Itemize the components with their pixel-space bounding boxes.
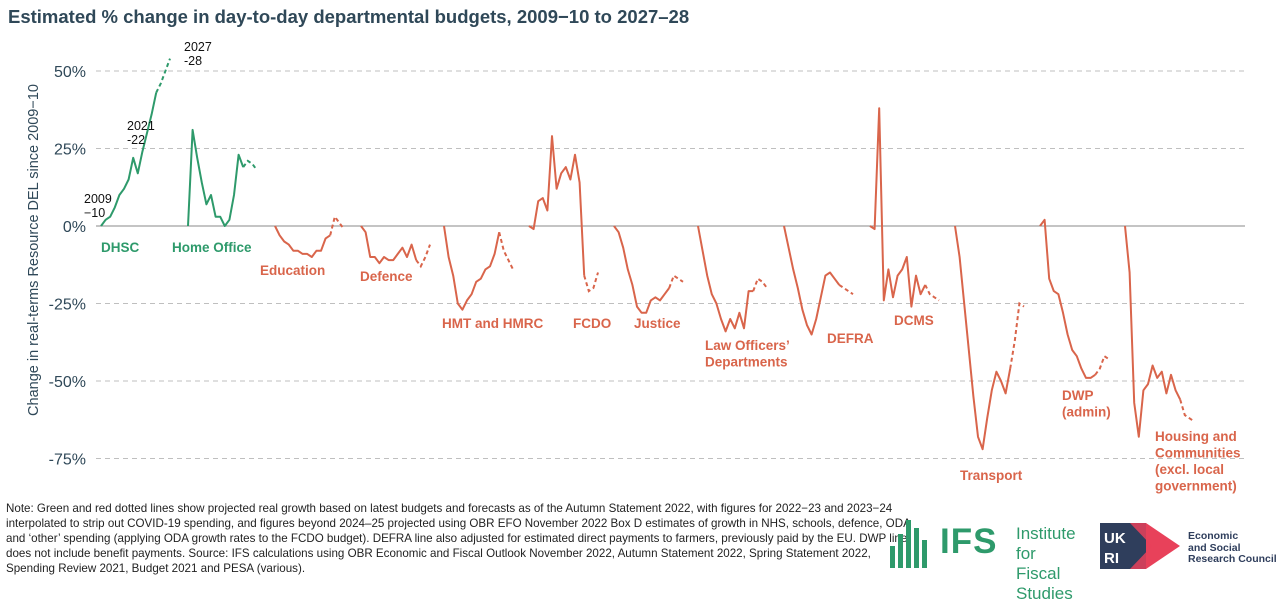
svg-text:RI: RI [1104, 550, 1119, 567]
year-annotation: -28 [184, 54, 202, 68]
series-line-projected [583, 272, 599, 293]
gridlines [96, 70, 1245, 459]
series-label: (excl. local [1155, 462, 1224, 477]
series-line-solid [1039, 218, 1096, 379]
series-line-solid [443, 225, 501, 311]
series-line-projected [242, 159, 258, 171]
year-annotation: -22 [127, 133, 145, 147]
y-tick-label: -75% [49, 452, 86, 469]
series-line-solid [360, 225, 418, 265]
series-line-projected [155, 58, 171, 94]
series-line-solid [100, 92, 158, 227]
series-labels: DHSC Home Office Education Defence HMT and H… [101, 240, 1241, 494]
series-line-solid [869, 107, 927, 308]
series-label: Justice [634, 316, 681, 331]
chart-title: Estimated % change in day-to-day departm… [8, 6, 690, 27]
series-label: Law Officers’ [705, 338, 790, 353]
series-label: DHSC [101, 240, 140, 255]
series-line-projected [752, 277, 768, 292]
series-lines [100, 58, 1195, 451]
series-label: Housing and [1155, 429, 1237, 444]
ifs-logo: IFS Institute for Fiscal Studies [890, 512, 1090, 603]
series-label: Departments [705, 355, 788, 370]
series-line-projected [329, 214, 345, 236]
ifs-logo-mark: IFS [940, 522, 998, 561]
series-line-solid [954, 225, 1012, 451]
ifs-bars-icon [890, 512, 934, 568]
series-line-solid [187, 128, 245, 227]
year-annotation: 2027 [184, 40, 212, 54]
series-label: DEFRA [827, 331, 874, 346]
series-label: (admin) [1062, 405, 1111, 420]
ifs-name-line2: Fiscal Studies [1016, 564, 1073, 603]
series-label: Defence [360, 269, 413, 284]
y-tick-label: 50% [54, 64, 86, 81]
esrc-line1: Economic [1188, 530, 1239, 542]
series-line-projected [1009, 301, 1025, 369]
series-label: HMT and HMRC [442, 316, 543, 331]
y-tick-label: 0% [63, 219, 86, 236]
series-label: DWP [1062, 388, 1094, 403]
series-label: Home Office [172, 240, 252, 255]
series-line-solid [528, 135, 586, 276]
ukri-esrc-logo: UK RI Economic and Social Research Counc… [1100, 523, 1286, 573]
series-label: Communities [1155, 446, 1241, 461]
series-line-projected [1094, 354, 1110, 376]
esrc-line2: and Social [1188, 541, 1241, 554]
ifs-logo-name: Institute for Fiscal Studies [1016, 524, 1090, 604]
y-tick-label: -50% [49, 374, 86, 391]
year-annotations: 2009−10 2021-22 2027-28 [84, 40, 212, 220]
series-label: government) [1155, 479, 1237, 494]
series-line-solid [697, 225, 754, 333]
series-label: Transport [960, 468, 1023, 483]
series-line-projected [498, 231, 514, 270]
series-label: FCDO [573, 316, 611, 331]
year-annotation: −10 [84, 206, 105, 220]
footnote: Note: Green and red dotted lines show pr… [6, 502, 911, 575]
year-annotation: 2021 [127, 119, 155, 133]
series-line-solid [274, 225, 331, 258]
series-line-projected [838, 284, 854, 296]
y-tick-label: 25% [54, 142, 86, 159]
series-line-projected [415, 244, 431, 269]
ifs-name-line1: Institute for [1016, 524, 1076, 563]
series-line-solid [1124, 225, 1182, 438]
series-line-projected [924, 284, 940, 302]
series-line-projected [668, 274, 684, 289]
series-line-solid [783, 225, 841, 336]
y-tick-label: -25% [49, 297, 86, 314]
series-label: Education [260, 263, 325, 278]
year-annotation: 2009 [84, 192, 112, 206]
ukri-logo-icon: UK RI [1100, 523, 1180, 569]
svg-text:UK: UK [1104, 530, 1126, 547]
esrc-name: Economic and Social Research Council [1188, 530, 1277, 566]
esrc-line3: Research Council [1188, 553, 1277, 565]
series-line-projected [1179, 399, 1195, 423]
series-label: DCMS [894, 313, 934, 328]
series-line-solid [613, 225, 671, 314]
line-chart: 50% 25% 0% -25% -50% -75% DHSC Home Office Educ… [49, 40, 1245, 494]
y-tick-labels: 50% 25% 0% -25% -50% -75% [49, 64, 86, 469]
